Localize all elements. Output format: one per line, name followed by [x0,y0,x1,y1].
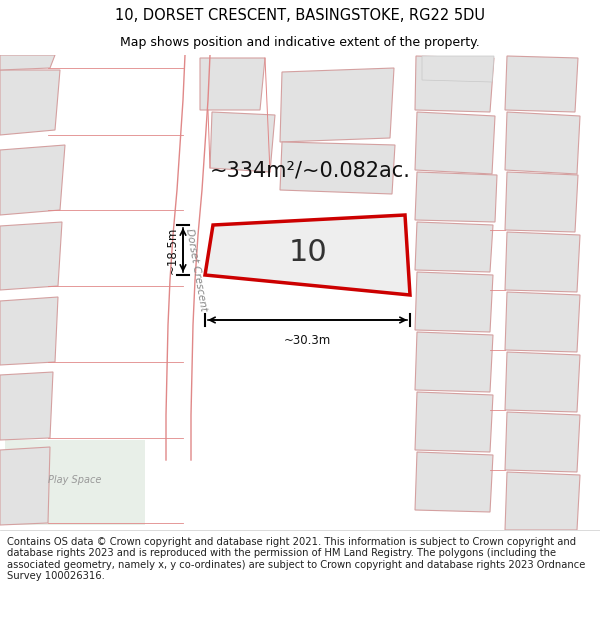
Polygon shape [505,56,578,112]
Polygon shape [415,272,493,332]
Polygon shape [280,68,394,142]
Polygon shape [210,112,275,172]
Text: ~18.5m: ~18.5m [166,226,179,274]
Polygon shape [5,440,145,525]
Polygon shape [505,292,580,352]
Polygon shape [505,412,580,472]
Text: 10: 10 [289,238,328,267]
Polygon shape [280,142,395,194]
Polygon shape [505,172,578,232]
Text: 10, DORSET CRESCENT, BASINGSTOKE, RG22 5DU: 10, DORSET CRESCENT, BASINGSTOKE, RG22 5… [115,8,485,23]
Text: ~30.3m: ~30.3m [284,334,331,347]
Polygon shape [0,55,55,70]
Polygon shape [505,112,580,174]
Text: Contains OS data © Crown copyright and database right 2021. This information is : Contains OS data © Crown copyright and d… [7,537,586,581]
Polygon shape [415,222,493,272]
Polygon shape [0,145,65,215]
Polygon shape [166,55,210,460]
Polygon shape [415,332,493,392]
Polygon shape [200,58,265,110]
Polygon shape [505,232,580,292]
Polygon shape [422,56,494,82]
Polygon shape [0,70,60,135]
Text: Dorset Crescent: Dorset Crescent [184,228,208,312]
Text: Play Space: Play Space [49,475,101,485]
Polygon shape [415,452,493,512]
Polygon shape [415,172,497,222]
Polygon shape [0,297,58,365]
Polygon shape [0,372,53,440]
Polygon shape [0,222,62,290]
Text: Map shows position and indicative extent of the property.: Map shows position and indicative extent… [120,36,480,49]
Text: ~334m²/~0.082ac.: ~334m²/~0.082ac. [209,160,410,180]
Polygon shape [0,447,50,525]
Polygon shape [415,112,495,174]
Polygon shape [505,352,580,412]
Polygon shape [205,215,410,295]
Polygon shape [415,56,494,112]
Polygon shape [505,472,580,530]
Polygon shape [415,392,493,452]
